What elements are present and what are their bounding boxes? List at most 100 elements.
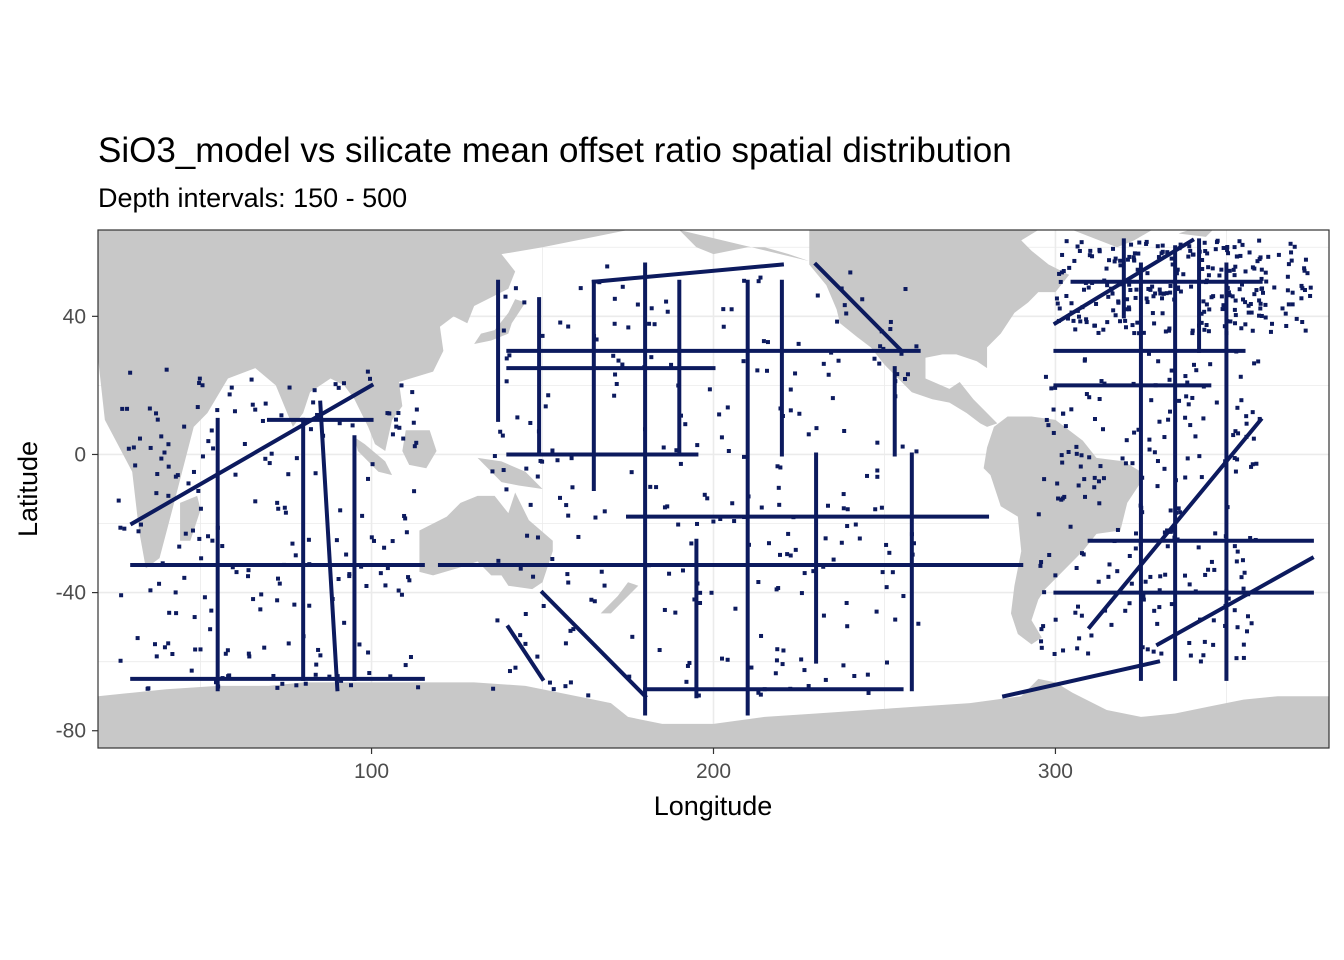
observation-station [680,568,685,573]
observation-station [756,279,761,284]
observation-station [280,681,285,686]
observation-station [568,680,573,685]
observation-station [1257,298,1262,303]
observation-station [1245,629,1250,634]
observation-station [174,611,179,616]
observation-station [1086,285,1091,290]
x-tick-label: 100 [354,760,389,783]
observation-transect [505,624,546,682]
observation-station [166,641,171,646]
observation-station [759,505,764,510]
observation-station [707,387,712,392]
observation-station [1224,285,1229,290]
observation-station [225,648,230,653]
observation-station [759,633,764,638]
observation-transect [539,589,648,700]
observation-station [120,406,125,411]
observation-station [1178,242,1183,247]
observation-station [282,505,287,510]
observation-station [1284,323,1289,328]
observation-station [1090,280,1095,285]
observation-station [1246,303,1251,308]
observation-station [845,524,850,529]
observation-station [1118,319,1123,324]
observation-station [1231,433,1236,438]
observation-station [785,552,790,557]
observation-station [773,671,778,676]
observation-station [357,642,362,647]
observation-station [416,685,421,690]
observation-station [1232,245,1237,250]
observation-station [1151,649,1156,654]
observation-station [1191,362,1196,367]
observation-station [1206,567,1211,572]
observation-station [1063,424,1068,429]
observation-station [503,294,508,299]
observation-station [1169,256,1174,261]
observation-station [1112,539,1117,544]
observation-station [128,370,133,375]
observation-station [1247,250,1252,255]
observation-station [612,321,617,326]
observation-station [890,570,895,575]
observation-station [823,677,828,682]
land-japan [474,299,526,344]
observation-station [283,510,288,515]
observation-station [335,674,340,679]
observation-station [1193,589,1198,594]
observation-station [1240,242,1245,247]
observation-station [547,680,552,685]
observation-station [275,598,280,603]
observation-station [1053,617,1058,622]
observation-transect [1155,555,1315,648]
observation-station [135,636,140,641]
observation-station [1133,295,1138,300]
observation-station [1241,642,1246,647]
observation-station [122,526,127,531]
observation-station [1047,552,1052,557]
observation-station [404,530,409,535]
observation-station [718,517,723,522]
observation-station [835,319,840,324]
observation-station [147,406,152,411]
observation-station [294,683,299,688]
observation-station [220,676,225,681]
observation-station [1199,475,1204,480]
observation-station [251,597,256,602]
observation-station [551,687,556,692]
observation-station [1060,460,1065,465]
observation-station [1300,286,1305,291]
observation-station [1082,357,1087,362]
observation-station [177,544,182,549]
observation-station [669,362,674,367]
observation-station [605,264,610,269]
observation-station [206,534,211,539]
observation-station [564,503,569,508]
observation-station [1241,586,1246,591]
observation-station [540,333,545,338]
observation-station [842,303,847,308]
observation-station [1235,625,1240,630]
observation-station [825,503,830,508]
observation-station [1256,359,1261,364]
observation-station [676,522,681,527]
observation-station [294,456,299,461]
observation-station [1097,501,1102,506]
observation-station [1061,648,1066,653]
observation-station [333,382,338,387]
observation-station [159,434,164,439]
observation-station [1248,536,1253,541]
observation-station [1087,395,1092,400]
observation-station [342,620,347,625]
observation-station [1173,478,1178,483]
observation-station [612,296,617,301]
observation-station [1237,239,1242,244]
observation-station [1039,627,1044,632]
observation-station [742,278,747,283]
observation-station [1150,284,1155,289]
observation-station [1143,579,1148,584]
observation-station [662,607,667,612]
observation-station [777,502,782,507]
observation-station [1101,476,1106,481]
observation-station [1251,436,1256,441]
